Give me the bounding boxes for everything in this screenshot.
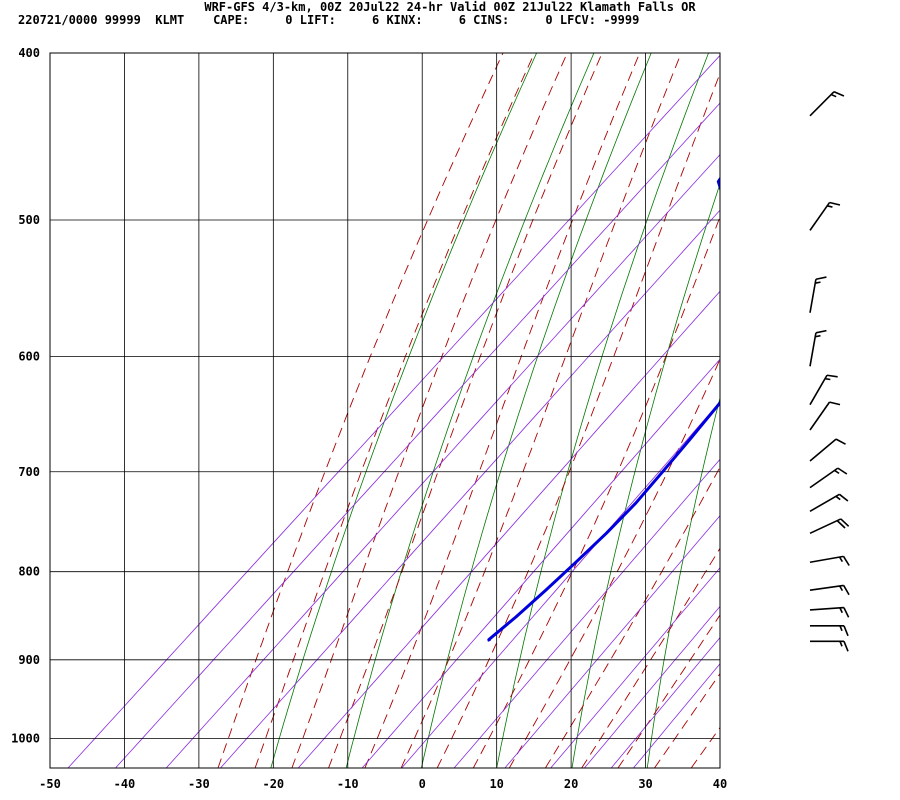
wind-barb: [809, 555, 850, 566]
mixing-ratio-line: [115, 102, 720, 768]
chart-title: WRF-GFS 4/3-km, 00Z 20Jul22 24-hr Valid …: [204, 0, 696, 14]
mixing-ratio-line: [401, 401, 720, 768]
mixing-ratio-line: [550, 567, 720, 768]
moist-adiabat-line: [291, 53, 568, 768]
moist-adiabat-line: [254, 53, 535, 768]
moist-adiabat-line: [654, 672, 720, 768]
wind-barb: [810, 640, 849, 652]
dewpoint-profile: [487, 176, 720, 642]
moist-adiabat-line: [581, 547, 720, 768]
dry-adiabat-line: [270, 53, 537, 768]
plot-frame: [49, 52, 721, 769]
moist-adiabat-line: [400, 53, 682, 768]
wind-barb: [809, 467, 848, 489]
mixing-ratio-line: [504, 515, 720, 768]
wind-barb: [809, 606, 850, 618]
moist-adiabat-line: [728, 53, 900, 768]
moist-adiabat-line: [328, 53, 603, 768]
x-tick-label: 0: [419, 777, 426, 791]
wind-barb: [809, 329, 827, 367]
moist-adiabat-line: [472, 215, 720, 768]
wind-barb: [809, 90, 845, 117]
temperature-profile: [775, 107, 900, 641]
y-tick-label: 800: [18, 565, 40, 579]
mixing-ratio-line: [220, 209, 720, 768]
x-tick-label: -50: [39, 777, 61, 791]
wind-barb: [810, 624, 849, 637]
dry-adiabat-line: [798, 53, 900, 768]
mixing-ratio-line: [67, 54, 720, 768]
moist-adiabat-line: [217, 53, 504, 768]
moist-adiabat-line: [545, 466, 720, 768]
moist-adiabat-line: [364, 53, 641, 768]
moist-adiabat-line: [690, 726, 720, 768]
dry-adiabat-line: [421, 53, 652, 768]
wind-barb: [809, 201, 841, 231]
x-tick-label: 30: [638, 777, 652, 791]
mixing-ratio-line: [633, 663, 720, 768]
x-tick-label: 40: [713, 777, 727, 791]
mixing-ratio-line: [297, 290, 720, 768]
mixing-ratio-line: [361, 358, 720, 768]
y-tick-label: 600: [18, 349, 40, 363]
wind-barb: [809, 438, 846, 462]
y-tick-label: 1000: [11, 732, 40, 746]
x-tick-label: -30: [188, 777, 210, 791]
x-tick-label: 20: [564, 777, 578, 791]
wind-barb: [809, 584, 850, 596]
x-tick-label: -40: [114, 777, 136, 791]
x-tick-label: -10: [337, 777, 359, 791]
station-indices-line: 220721/0000 99999 KLMT CAPE: 0 LIFT: 6 K…: [18, 13, 640, 27]
moist-adiabat-line: [508, 358, 720, 768]
plot-area: [50, 53, 900, 768]
dry-adiabat-line: [345, 53, 595, 768]
moist-adiabat-line: [436, 72, 720, 768]
wind-barb: [809, 401, 841, 431]
dry-adiabat-line: [571, 182, 720, 768]
x-tick-label: -20: [262, 777, 284, 791]
wind-barb: [809, 493, 849, 513]
x-tick-label: 10: [489, 777, 503, 791]
wind-barb: [809, 518, 850, 535]
mixing-ratio-line: [610, 637, 720, 768]
dry-adiabat-line: [496, 53, 709, 768]
y-tick-label: 900: [18, 653, 40, 667]
y-tick-label: 500: [18, 213, 40, 227]
dry-adiabat-line: [873, 53, 900, 768]
wind-barb: [809, 374, 838, 406]
dry-adiabat-line: [646, 396, 720, 768]
wind-barbs: [809, 90, 850, 652]
mixing-ratio-line: [165, 154, 720, 768]
dry-adiabat-line: [723, 53, 881, 768]
mixing-ratio-line: [453, 458, 720, 768]
y-tick-label: 700: [18, 465, 40, 479]
y-tick-label: 400: [18, 46, 40, 60]
mixing-ratio-line: [584, 605, 720, 768]
wind-barb: [809, 276, 827, 313]
moist-adiabat-line: [617, 614, 720, 768]
